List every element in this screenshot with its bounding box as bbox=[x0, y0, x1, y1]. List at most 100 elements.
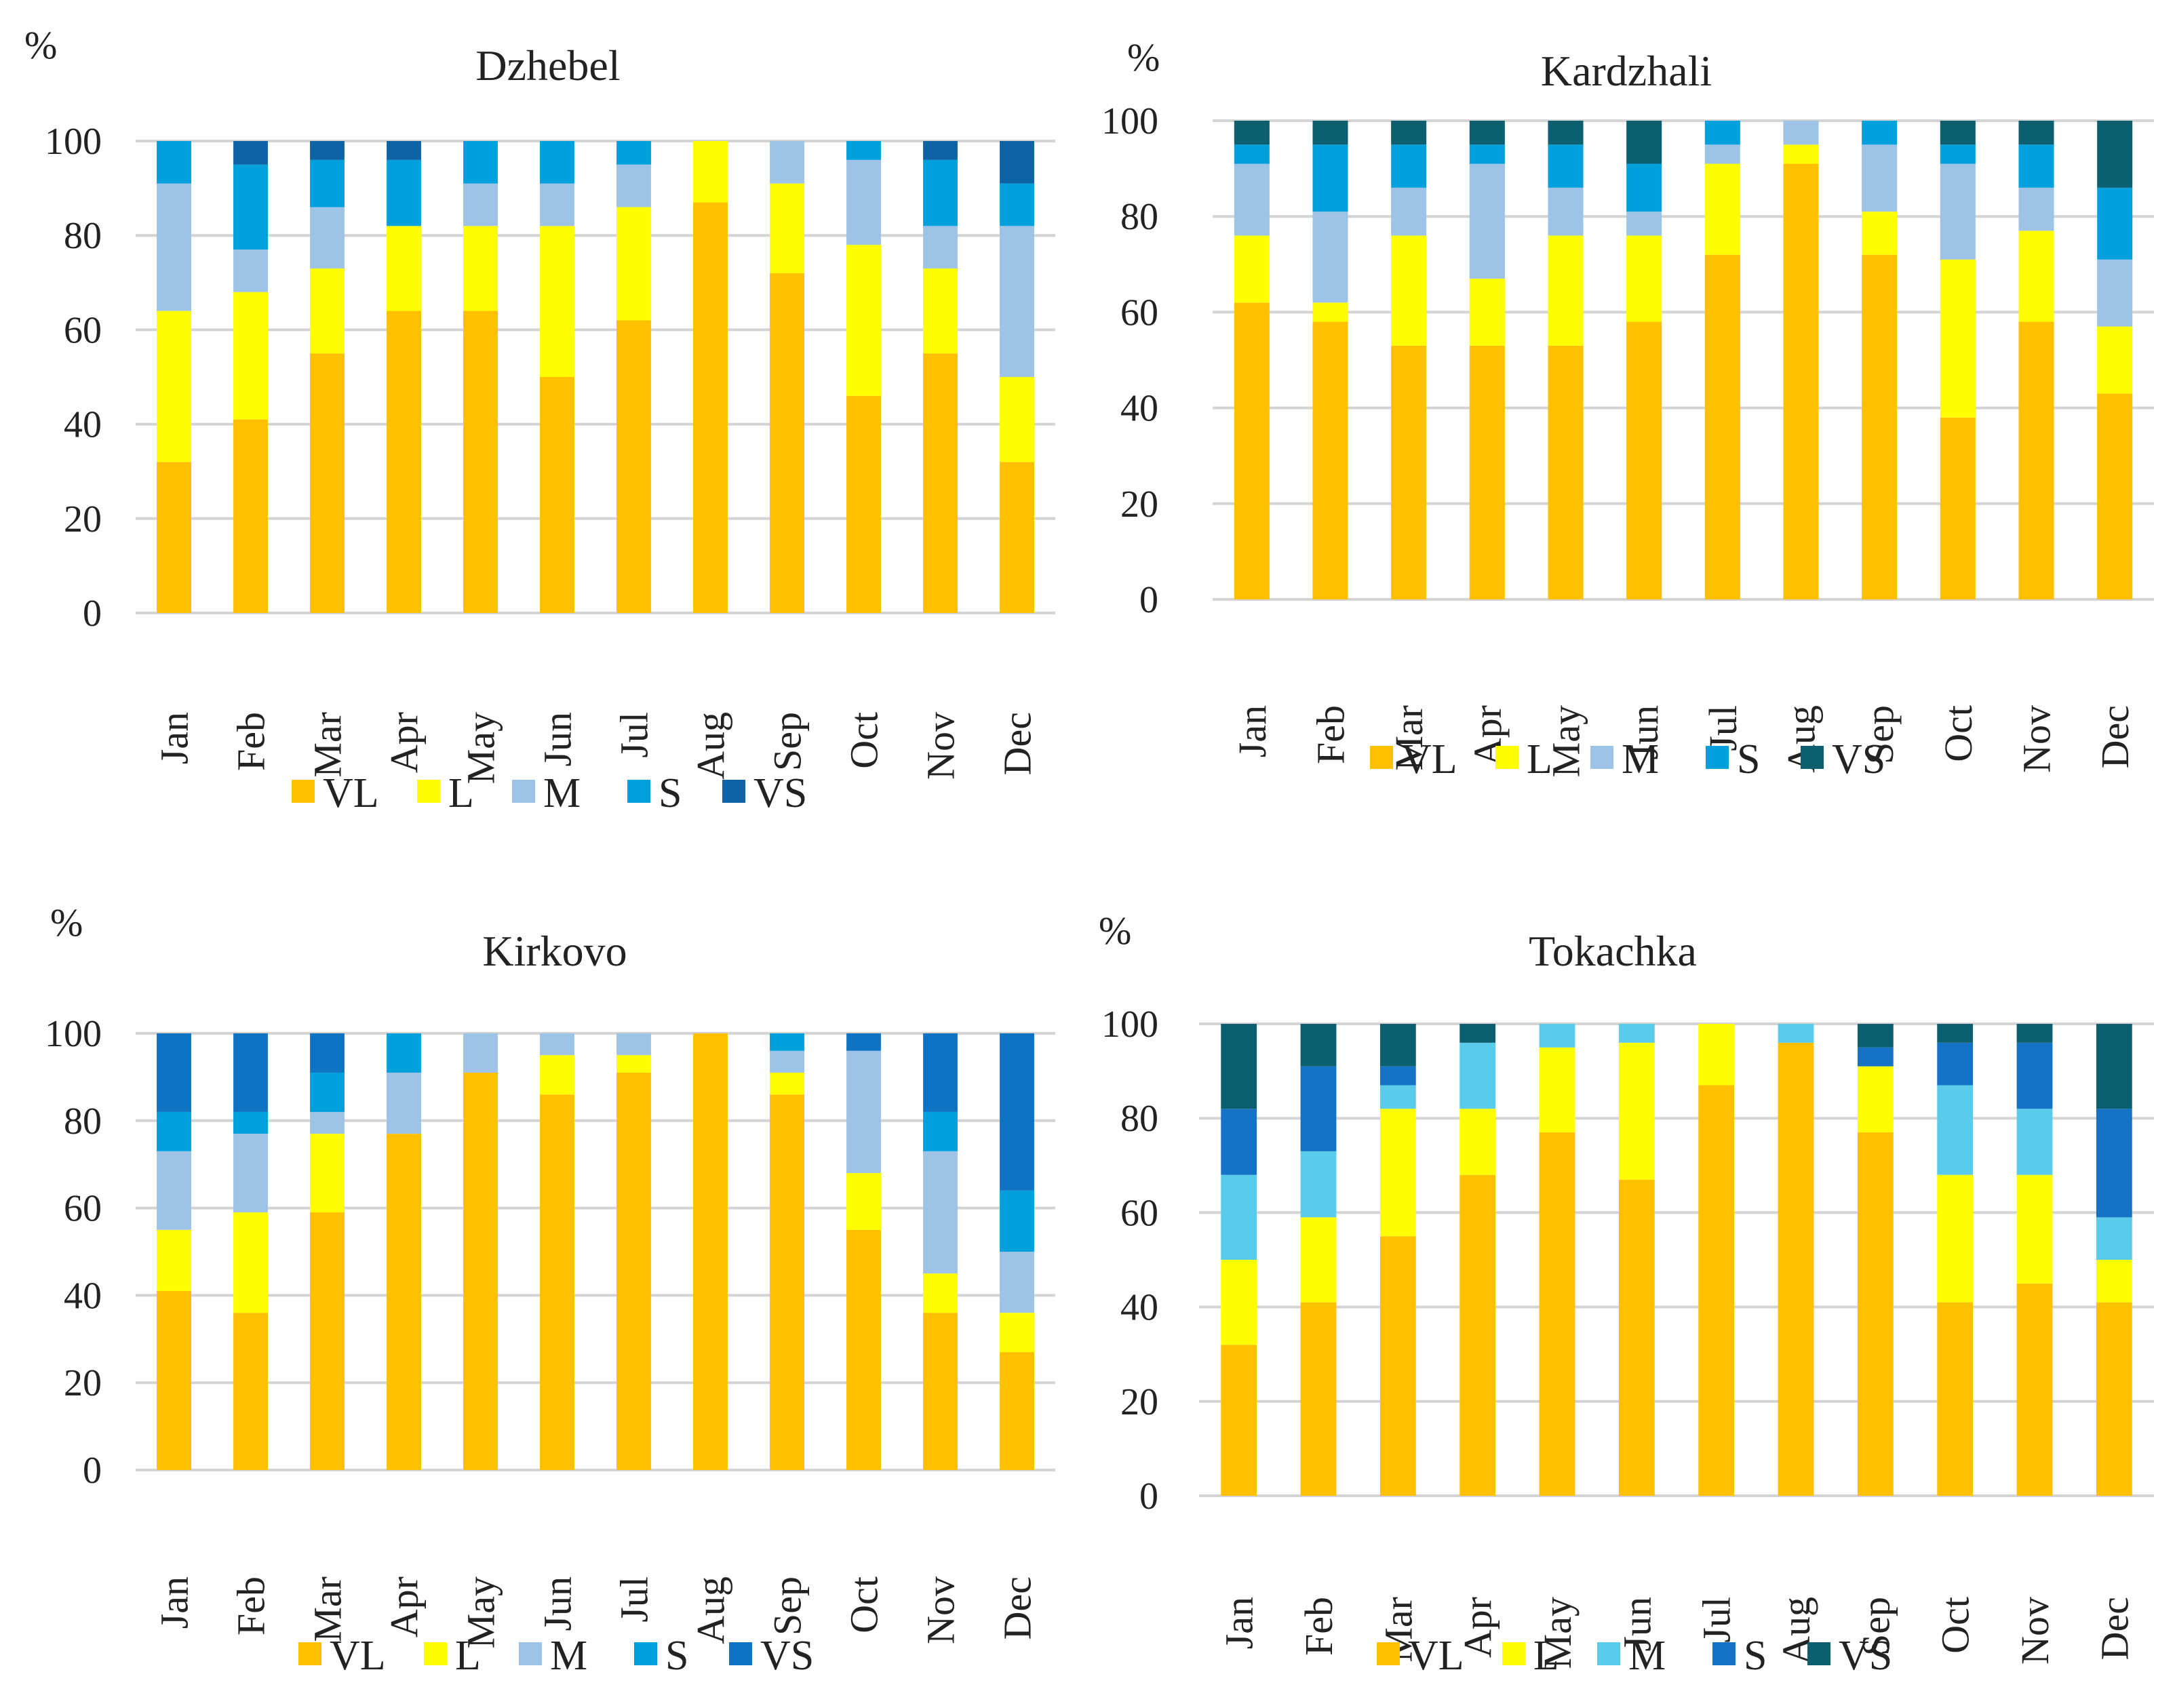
bar-segment-m bbox=[1539, 1024, 1575, 1048]
bar-segment-m bbox=[1704, 144, 1740, 164]
legend-swatch-vl bbox=[292, 780, 315, 803]
bar-segment-m bbox=[1626, 212, 1662, 236]
bar-segment-vs bbox=[1459, 1024, 1496, 1043]
bar-segment-s bbox=[1391, 144, 1427, 188]
bar-segment-vs bbox=[1221, 1024, 1257, 1109]
bar-segment-vl bbox=[2018, 321, 2054, 599]
bar-segment-s bbox=[1940, 144, 1976, 164]
bar-segment-m bbox=[923, 226, 958, 269]
bar-segment-l bbox=[1940, 259, 1976, 418]
bar-segment-m bbox=[540, 183, 574, 226]
bar-segment-l bbox=[1234, 235, 1270, 303]
bar-segment-vs bbox=[1940, 121, 1976, 145]
y-tick-label: 0 bbox=[1139, 579, 1158, 621]
bar-segment-l bbox=[1000, 1313, 1034, 1353]
bar-segment-m bbox=[540, 1033, 574, 1056]
x-tick-label: Feb bbox=[229, 1576, 273, 1635]
bar-segment-vl bbox=[923, 1313, 958, 1470]
bar-segment-vl bbox=[540, 377, 574, 613]
bar-segment-vl bbox=[1618, 1179, 1655, 1496]
legend-swatch-s bbox=[1706, 746, 1729, 769]
bar-segment-vs bbox=[1857, 1024, 1894, 1048]
x-tick-label: Jun bbox=[1615, 1597, 1659, 1652]
bar-segment-l bbox=[2096, 1260, 2132, 1303]
bar-segment-s bbox=[1626, 163, 1662, 212]
bar-segment-m bbox=[2018, 187, 2054, 231]
bar-segment-s bbox=[1862, 121, 1898, 145]
chart-title: Tokachka bbox=[1529, 927, 1697, 975]
bar-segment-m bbox=[846, 159, 881, 245]
x-tick-label: Dec bbox=[996, 712, 1040, 775]
chart-title: Kardzhali bbox=[1541, 47, 1712, 95]
bar-segment-s bbox=[1469, 144, 1505, 164]
x-tick-label: Mar bbox=[1387, 705, 1431, 771]
bar-segment-vl bbox=[1778, 1042, 1814, 1496]
legend-label-s: S bbox=[1744, 1633, 1767, 1679]
x-tick-label: Jan bbox=[153, 1576, 197, 1629]
x-tick-label: Aug bbox=[689, 712, 733, 780]
bar-segment-s bbox=[1379, 1066, 1416, 1086]
bar-segment-l bbox=[1698, 1024, 1735, 1086]
legend-label-vs: VS bbox=[1839, 1633, 1892, 1679]
legend-swatch-s bbox=[627, 780, 650, 803]
bar-segment-l bbox=[1626, 235, 1662, 322]
bar-segment-l bbox=[540, 226, 574, 377]
bar-segment-vl bbox=[463, 311, 498, 613]
bar-segment-m bbox=[846, 1050, 881, 1174]
bar-segment-m bbox=[1778, 1024, 1814, 1043]
x-tick-label: May bbox=[459, 1576, 503, 1648]
bar-segment-m bbox=[616, 1033, 651, 1056]
bar-segment-vl bbox=[1862, 254, 1898, 599]
legend-label-s: S bbox=[665, 1633, 688, 1679]
bar-segment-l bbox=[1539, 1047, 1575, 1133]
bar-segment-s bbox=[770, 1033, 804, 1051]
bar-segment-m bbox=[463, 183, 498, 226]
bar-segment-m bbox=[1469, 163, 1505, 279]
bar-segment-l bbox=[1618, 1042, 1655, 1180]
bar-segment-m bbox=[310, 1111, 345, 1134]
bar-segment-l bbox=[1312, 302, 1348, 322]
x-tick-label: Nov bbox=[2013, 1597, 2057, 1665]
bar-segment-s bbox=[387, 1033, 421, 1073]
legend-swatch-vl bbox=[298, 1642, 321, 1665]
bar-segment-vl bbox=[1000, 1352, 1034, 1470]
bar-segment-vl bbox=[770, 1094, 804, 1470]
bar-segment-vs bbox=[2097, 121, 2133, 188]
bar-segment-m bbox=[233, 1134, 268, 1213]
y-unit-label: % bbox=[1127, 35, 1160, 79]
bar-segment-m bbox=[616, 164, 651, 207]
bar-segment-vl bbox=[1379, 1236, 1416, 1496]
bar-segment-s bbox=[233, 164, 268, 250]
legend-label-l: L bbox=[448, 770, 474, 816]
y-tick-label: 100 bbox=[45, 121, 102, 163]
bar-segment-s bbox=[616, 141, 651, 165]
y-tick-label: 60 bbox=[1120, 1192, 1158, 1234]
bar-segment-vs bbox=[1234, 121, 1270, 145]
chart-dzhebel: % Dzhebel 0 20 40 60 80 100 Jan Feb Mar Apr May Jun… bbox=[24, 23, 1055, 816]
bar-segment-l bbox=[1469, 278, 1505, 346]
bar-segment-vl bbox=[463, 1072, 498, 1470]
bar-segment-m bbox=[1459, 1042, 1496, 1109]
bar-segment-l bbox=[1300, 1217, 1337, 1303]
bar-segment-vl bbox=[233, 1313, 268, 1470]
bar-segment-l bbox=[157, 1229, 191, 1291]
bar-segment-vl bbox=[310, 353, 345, 613]
bar-segment-vl bbox=[1000, 462, 1034, 613]
chart-title: Kirkovo bbox=[482, 927, 627, 975]
bar-segment-vs bbox=[310, 141, 345, 160]
bar-segment-vl bbox=[1626, 321, 1662, 599]
bar-segment-l bbox=[846, 245, 881, 396]
y-tick-label: 80 bbox=[1120, 196, 1158, 238]
bar-segment-vl bbox=[2016, 1283, 2053, 1496]
legend-swatch-vs bbox=[1807, 1642, 1830, 1665]
bar-segment-m bbox=[1000, 226, 1034, 377]
bar-segment-m bbox=[1937, 1085, 1974, 1175]
bar-segment-s bbox=[2096, 1109, 2132, 1218]
bar-segment-l bbox=[1000, 377, 1034, 462]
bar-segment-vl bbox=[1548, 345, 1584, 599]
x-tick-label: Sep bbox=[766, 712, 810, 771]
